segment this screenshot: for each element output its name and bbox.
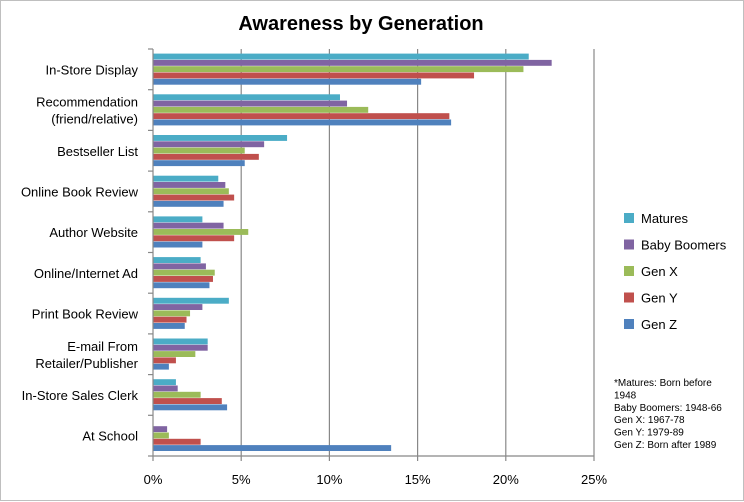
bar-gen-y <box>153 113 450 120</box>
note-line: Gen Z: Born after 1989 <box>614 440 717 451</box>
bar-gen-x <box>153 351 196 357</box>
bar-baby-boomers <box>153 344 208 351</box>
category-label: E-mail From <box>67 339 138 354</box>
x-tick-label: 20% <box>493 472 519 487</box>
x-tick-label: 10% <box>316 472 342 487</box>
bar-gen-x <box>153 391 201 398</box>
bar-matures <box>153 53 529 60</box>
bar-matures <box>153 379 176 386</box>
bar-gen-z <box>153 119 452 126</box>
category-label: (friend/relative) <box>51 112 138 127</box>
bar-baby-boomers <box>153 263 206 270</box>
legend-swatch <box>624 239 634 250</box>
bar-gen-z <box>153 445 392 451</box>
legend-label: Matures <box>641 211 688 226</box>
bar-gen-y <box>153 153 259 160</box>
bar-matures <box>153 135 288 141</box>
bar-gen-y <box>153 235 235 242</box>
bar-gen-z <box>153 282 210 289</box>
x-tick-label: 0% <box>144 472 163 487</box>
legend-label: Gen Y <box>641 291 678 306</box>
x-tick-label: 5% <box>232 472 251 487</box>
category-label: In-Store Display <box>46 62 139 77</box>
note-line: 1948 <box>614 390 637 401</box>
bar-gen-x <box>153 229 249 235</box>
bar-gen-x <box>153 147 245 154</box>
bar-gen-z <box>153 363 169 370</box>
category-label: Print Book Review <box>32 307 139 322</box>
bar-baby-boomers <box>153 100 348 107</box>
bar-gen-y <box>153 276 213 282</box>
bar-gen-x <box>153 310 191 317</box>
legend-label: Gen Z <box>641 317 677 332</box>
legend-label: Gen X <box>641 264 678 279</box>
bar-gen-z <box>153 323 185 329</box>
legend-swatch <box>624 319 634 329</box>
legend-swatch <box>624 292 634 303</box>
bar-gen-z <box>153 78 422 85</box>
x-tick-labels: 0% 5% 10% 15% 20% 25% <box>144 472 608 487</box>
legend-swatch <box>624 266 634 276</box>
bar-matures <box>153 216 203 223</box>
bar-gen-z <box>153 404 228 411</box>
axes <box>148 48 595 461</box>
category-label: Author Website <box>49 225 138 240</box>
category-label: Online Book Review <box>21 184 139 199</box>
legend: Matures Baby Boomers Gen X Gen Y Gen Z <box>624 211 727 332</box>
bar-baby-boomers <box>153 182 226 188</box>
bar-gen-z <box>153 200 224 207</box>
bar-baby-boomers <box>153 426 168 433</box>
bar-matures <box>153 338 208 345</box>
category-labels: In-Store Display Recommendation (friend/re… <box>21 62 139 443</box>
category-label: At School <box>82 429 138 444</box>
note-line: *Matures: Born before <box>614 378 712 389</box>
bar-matures <box>153 297 229 304</box>
bar-gen-x <box>153 432 169 439</box>
bar-gen-y <box>153 357 176 364</box>
category-label: Online/Internet Ad <box>34 266 138 281</box>
bar-baby-boomers <box>153 304 203 310</box>
category-label: Retailer/Publisher <box>35 356 138 371</box>
bar-gen-z <box>153 241 203 248</box>
note-line: Gen X: 1967-78 <box>614 415 685 426</box>
bar-gen-y <box>153 438 201 445</box>
chart-title: Awareness by Generation <box>238 13 483 35</box>
bar-gen-z <box>153 160 245 167</box>
legend-swatch <box>624 213 634 223</box>
bar-gen-x <box>153 106 369 113</box>
x-tick-label: 25% <box>581 472 607 487</box>
bar-gen-y <box>153 316 187 323</box>
bar-baby-boomers <box>153 59 552 66</box>
category-label: In-Store Sales Clerk <box>22 388 139 403</box>
note-line: Gen Y: 1979-89 <box>614 428 684 439</box>
legend-label: Baby Boomers <box>641 238 727 253</box>
note-line: Baby Boomers: 1948-66 <box>614 403 722 414</box>
bar-gen-x <box>153 66 524 73</box>
bar-matures <box>153 257 201 263</box>
bar-baby-boomers <box>153 141 265 148</box>
bars <box>153 53 552 451</box>
bar-gen-y <box>153 398 222 404</box>
x-tick-label: 15% <box>405 472 431 487</box>
bar-baby-boomers <box>153 222 224 229</box>
category-label: Bestseller List <box>57 144 138 159</box>
bar-gen-y <box>153 194 235 201</box>
bar-matures <box>153 94 340 101</box>
bar-matures <box>153 175 219 182</box>
bar-gen-y <box>153 72 475 79</box>
category-label: Recommendation <box>36 95 138 110</box>
bar-gen-x <box>153 188 229 195</box>
bar-gen-x <box>153 269 215 276</box>
bar-baby-boomers <box>153 385 178 392</box>
